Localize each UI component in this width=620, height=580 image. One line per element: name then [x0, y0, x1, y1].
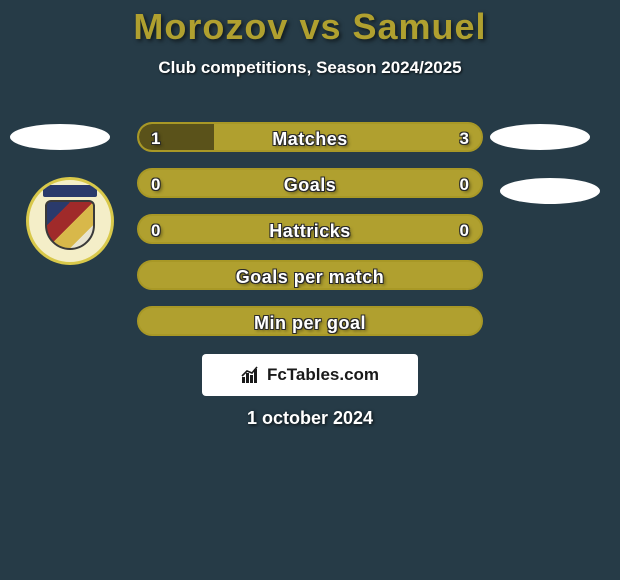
stat-label: Min per goal	[139, 308, 481, 334]
team-logo-top-left	[10, 124, 110, 150]
stat-row: 00Hattricks	[137, 214, 483, 244]
team-logo-mid-right	[500, 178, 600, 204]
vs-label: vs	[299, 6, 341, 47]
comparison-infographic: Morozov vs Samuel Club competitions, Sea…	[0, 0, 620, 580]
watermark-text: FcTables.com	[267, 365, 379, 385]
footer-date: 1 october 2024	[0, 408, 620, 429]
stat-bars: 13Matches 00Goals 00Hattricks Goals per mat…	[137, 122, 483, 352]
player1-name: Morozov	[133, 6, 288, 47]
team-logo-top-right	[490, 124, 590, 150]
bar-chart-icon	[241, 366, 261, 384]
stat-label: Goals	[139, 170, 481, 196]
stat-label: Goals per match	[139, 262, 481, 288]
team-crest-left	[26, 177, 114, 265]
stat-label: Matches	[139, 124, 481, 150]
stat-row: 00Goals	[137, 168, 483, 198]
stat-label: Hattricks	[139, 216, 481, 242]
stat-row: Goals per match	[137, 260, 483, 290]
player2-name: Samuel	[353, 6, 487, 47]
watermark: FcTables.com	[202, 354, 418, 396]
stat-row: Min per goal	[137, 306, 483, 336]
stat-row: 13Matches	[137, 122, 483, 152]
page-subtitle: Club competitions, Season 2024/2025	[0, 58, 620, 78]
page-title: Morozov vs Samuel	[0, 0, 620, 48]
